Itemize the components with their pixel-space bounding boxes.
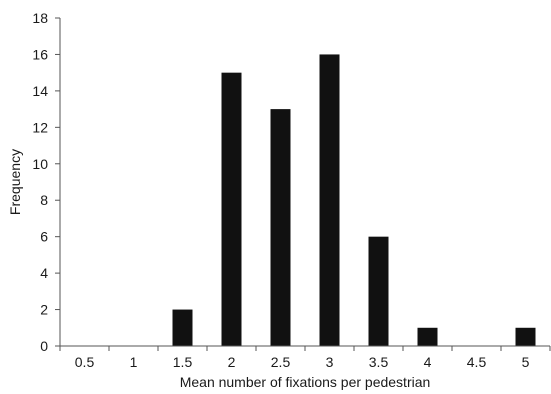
- bar-3: [319, 54, 340, 346]
- y-axis-ticks: 0 2 4 6 8 10 12 14 16 18: [32, 10, 60, 354]
- bar-5: [515, 327, 536, 346]
- y-tick-label: 10: [32, 156, 48, 172]
- x-axis-ticks: 0.5 1 1.5 2 2.5 3 3.5 4 4.5 5: [59, 346, 551, 370]
- bar-4: [417, 327, 438, 346]
- x-tick-label: 3.5: [369, 354, 389, 370]
- x-tick-label: 3: [326, 354, 334, 370]
- x-tick-label: 1.5: [173, 354, 193, 370]
- y-tick-label: 12: [32, 119, 48, 135]
- x-tick-label: 2: [228, 354, 236, 370]
- y-tick-label: 6: [40, 229, 48, 245]
- y-tick-label: 8: [40, 192, 48, 208]
- bar-1.5: [172, 309, 193, 346]
- x-tick-label: 1: [130, 354, 138, 370]
- y-axis-title: Frequency: [7, 149, 23, 215]
- bar-2: [221, 72, 242, 347]
- y-tick-label: 4: [40, 265, 48, 281]
- y-tick-label: 18: [32, 10, 48, 26]
- y-tick-label: 0: [40, 338, 48, 354]
- bars: [172, 54, 536, 347]
- x-tick-label: 2.5: [271, 354, 291, 370]
- y-tick-label: 2: [40, 302, 48, 318]
- bar-2.5: [270, 109, 291, 346]
- x-tick-label: 0.5: [75, 354, 95, 370]
- x-tick-label: 5: [522, 354, 530, 370]
- y-tick-label: 14: [32, 83, 48, 99]
- x-tick-label: 4.5: [467, 354, 487, 370]
- x-axis-title: Mean number of fixations per pedestrian: [180, 374, 431, 390]
- y-tick-label: 16: [32, 46, 48, 62]
- bar-3.5: [368, 236, 389, 346]
- x-tick-label: 4: [424, 354, 432, 370]
